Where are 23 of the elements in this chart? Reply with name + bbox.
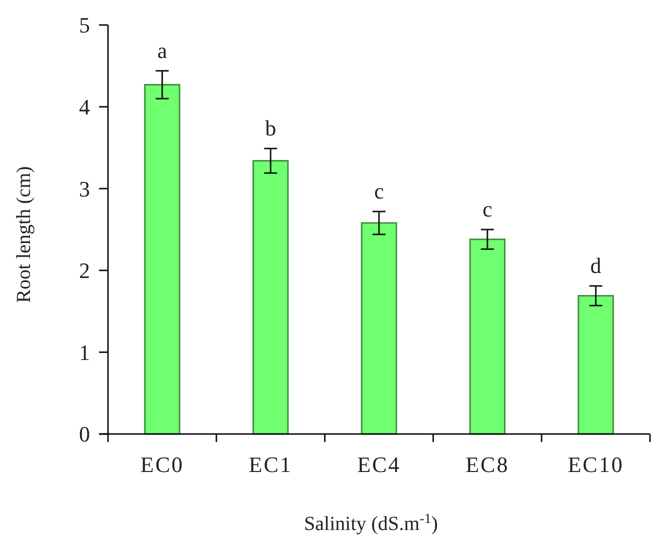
- x-axis-title: Salinity (dS.m$^{-1}$): [304, 512, 438, 535]
- y-tick-label: 5: [79, 12, 90, 38]
- x-tick-label: EC10: [568, 452, 624, 477]
- x-tick-label: EC4: [357, 452, 401, 477]
- y-tick-label: 0: [79, 422, 90, 447]
- y-tick-label: 4: [79, 94, 90, 120]
- y-axis-title: Root length (cm): [13, 166, 35, 303]
- bar: [252, 160, 289, 435]
- annotation: d: [590, 252, 602, 278]
- y-tick-label: 1: [79, 340, 90, 365]
- bar: [469, 238, 506, 435]
- bar: [144, 84, 180, 435]
- bar: [360, 222, 398, 435]
- y-tick-label: 2: [79, 258, 90, 284]
- annotation: c: [482, 196, 493, 222]
- annotation: b: [265, 116, 276, 141]
- x-tick-label: EC1: [248, 452, 292, 477]
- annotation: a: [157, 38, 168, 63]
- y-tick-label: 3: [79, 176, 90, 202]
- bar: [578, 295, 614, 435]
- x-tick-label: EC8: [466, 452, 510, 477]
- annotation: c: [374, 178, 384, 204]
- x-tick-label: EC0: [140, 452, 184, 477]
